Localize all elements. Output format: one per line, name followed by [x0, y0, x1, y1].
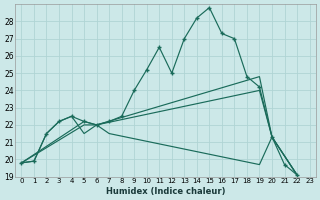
X-axis label: Humidex (Indice chaleur): Humidex (Indice chaleur): [106, 187, 225, 196]
